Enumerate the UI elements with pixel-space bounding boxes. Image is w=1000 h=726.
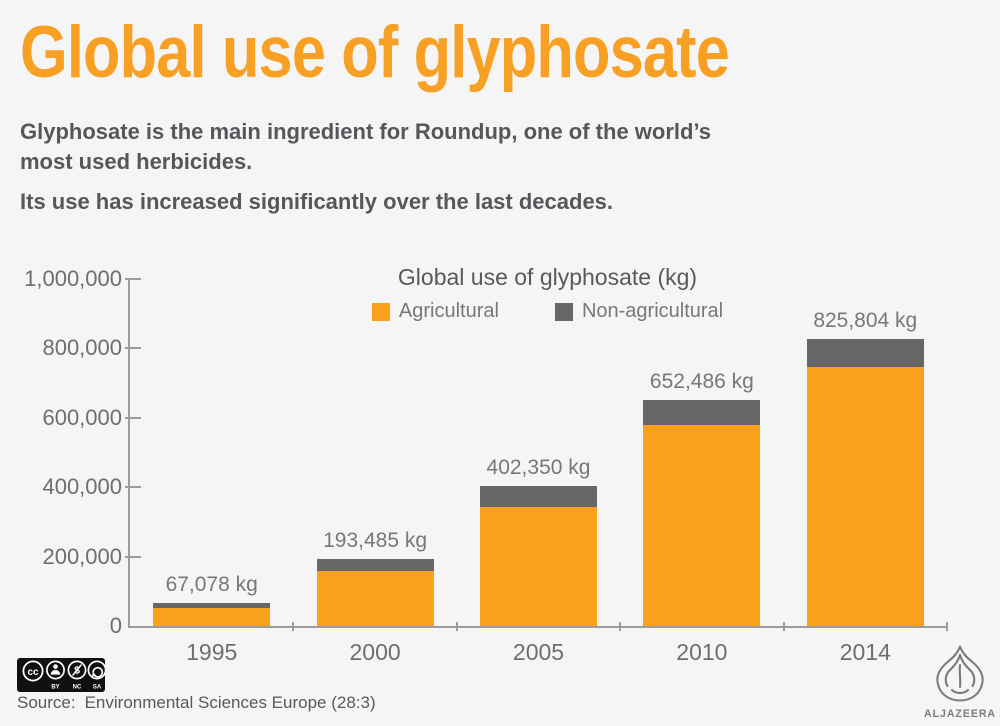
chart-header: Global use of glyphosate (kg) Agricultur… bbox=[138, 264, 957, 323]
stacked-bar-2005 bbox=[479, 486, 597, 626]
agricultural-segment bbox=[153, 608, 271, 626]
category-band bbox=[784, 279, 947, 626]
y-axis-label: 200,000 bbox=[42, 543, 122, 569]
x-axis-label: 2000 bbox=[349, 639, 401, 665]
agricultural-segment bbox=[316, 571, 434, 626]
y-axis-tick bbox=[125, 347, 141, 350]
y-axis-label: 400,000 bbox=[42, 474, 122, 500]
cc-glyph: cc bbox=[27, 667, 39, 678]
bar-value-label: 67,078 kg bbox=[165, 572, 258, 596]
category-band bbox=[457, 279, 620, 626]
x-axis-tick bbox=[455, 622, 458, 631]
non-agricultural-swatch-icon bbox=[554, 302, 573, 321]
intro-paragraph-2: Its use has increased significantly over… bbox=[20, 189, 614, 214]
y-axis-label: 0 bbox=[109, 613, 122, 638]
legend-label: Agricultural bbox=[398, 300, 499, 322]
by-person-icon bbox=[53, 664, 58, 669]
non-agricultural-segment bbox=[316, 558, 434, 572]
cc-by-nc-sa-license-icon: cc $ BY NC SA bbox=[17, 658, 105, 692]
x-axis-tick bbox=[782, 622, 785, 631]
category-band bbox=[130, 279, 293, 626]
non-agricultural-segment bbox=[643, 399, 761, 426]
y-axis-label: 800,000 bbox=[42, 335, 122, 361]
legend-item-non-agricultural: Non-agricultural bbox=[554, 300, 724, 323]
chart-legend: Agricultural Non-agricultural bbox=[138, 300, 957, 323]
non-agricultural-segment bbox=[806, 339, 924, 367]
x-axis-label: 1995 bbox=[186, 639, 238, 665]
legend-label: Non-agricultural bbox=[581, 300, 724, 322]
bar-value-label: 402,350 kg bbox=[486, 456, 591, 480]
y-axis-label: 1,000,000 bbox=[24, 266, 122, 291]
x-axis-label: 2005 bbox=[512, 639, 565, 665]
y-axis-tick bbox=[125, 486, 141, 489]
sa-arrow-icon bbox=[92, 666, 104, 678]
category-band bbox=[293, 279, 456, 626]
y-axis-label: 600,000 bbox=[42, 404, 122, 430]
source-text: Environmental Sciences Europe (28:3) bbox=[84, 693, 376, 712]
bar-value-label: 825,804 kg bbox=[813, 309, 918, 333]
source-line: Source: Environmental Sciences Europe (28… bbox=[17, 693, 376, 713]
x-axis-label: 2010 bbox=[676, 639, 728, 665]
legend-item-agricultural: Agricultural bbox=[371, 300, 499, 323]
nc-label: NC bbox=[73, 685, 82, 691]
agricultural-segment bbox=[643, 425, 761, 626]
non-agricultural-segment bbox=[479, 486, 597, 508]
sa-label: SA bbox=[93, 685, 102, 691]
stacked-bar-2014 bbox=[806, 339, 924, 626]
x-axis-tick bbox=[946, 622, 948, 631]
stacked-bar-2000 bbox=[316, 558, 434, 626]
intro-paragraph-1: Glyphosate is the main ingredient for Ro… bbox=[20, 119, 711, 174]
x-axis-tick bbox=[619, 622, 622, 631]
agricultural-segment bbox=[806, 366, 924, 626]
aljazeera-wordmark: ALJAZEERA bbox=[924, 708, 996, 720]
stacked-bar-1995 bbox=[153, 602, 271, 626]
y-axis-tick bbox=[125, 278, 141, 280]
y-axis-tick bbox=[125, 555, 141, 558]
plot-area: 1,000,000 800,000 600,000 400,000 200,000 0 67… bbox=[24, 267, 948, 665]
aljazeera-flame-icon bbox=[936, 644, 984, 702]
page-title: Global use of glyphosate bbox=[20, 12, 730, 93]
by-label: BY bbox=[51, 685, 59, 691]
source-label: Source: bbox=[17, 693, 76, 712]
agricultural-swatch-icon bbox=[371, 302, 390, 321]
y-axis-tick bbox=[125, 416, 141, 419]
x-axis-tick bbox=[292, 622, 295, 631]
stacked-bar-2010 bbox=[643, 399, 761, 626]
non-agricultural-segment bbox=[153, 602, 271, 609]
x-axis-label: 2014 bbox=[839, 639, 891, 665]
bar-value-label: 193,485 kg bbox=[323, 528, 428, 552]
bar-value-label: 652,486 kg bbox=[649, 369, 754, 393]
chart-title: Global use of glyphosate (kg) bbox=[397, 264, 698, 290]
aljazeera-logo: ALJAZEERA bbox=[924, 644, 996, 720]
agricultural-segment bbox=[479, 507, 597, 626]
category-band bbox=[620, 279, 783, 626]
